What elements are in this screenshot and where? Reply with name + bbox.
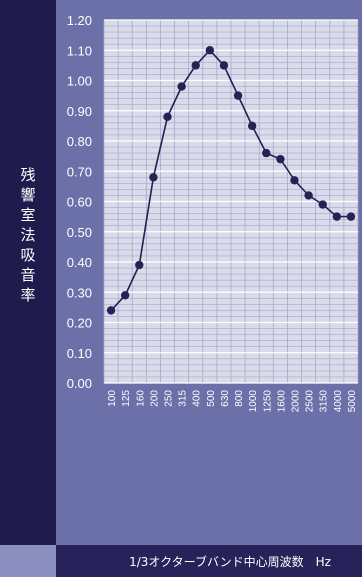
data-point	[149, 173, 158, 182]
y-tick-label: 1.10	[67, 43, 92, 58]
x-tick-label: 160	[135, 390, 146, 407]
data-point	[262, 148, 271, 158]
x-tick-label: 400	[192, 390, 203, 407]
x-tick-label: 2000	[291, 390, 302, 413]
data-point	[106, 306, 116, 315]
x-tick-label: 1600	[276, 390, 287, 413]
data-point	[346, 212, 356, 221]
y-tick-label: 0.70	[67, 164, 92, 179]
x-tick-label: 2500	[305, 390, 316, 413]
y-tick-label: 0.10	[67, 346, 92, 361]
x-tick-label: 800	[234, 390, 245, 407]
data-point	[304, 191, 313, 200]
x-tick-label: 5000	[347, 390, 358, 413]
y-tick-label: 1.00	[67, 74, 92, 89]
y-tick-label: 0.90	[67, 104, 92, 119]
x-tick-label: 100	[107, 390, 118, 407]
y-tick-label: 0.50	[67, 225, 92, 240]
data-point	[219, 61, 229, 70]
data-points	[106, 46, 356, 315]
x-tick-labels: 100 125 160 200 250 315 400 500 630 800 1000 1250 16…	[107, 390, 358, 413]
y-tick-label: 1.20	[67, 13, 92, 28]
x-tick-label: 315	[178, 390, 189, 407]
y-tick-label: 0.60	[67, 195, 92, 210]
y-tick-label: 0.40	[67, 255, 92, 270]
y-axis-label: 残響室法吸音率	[20, 166, 35, 304]
left-band	[0, 0, 56, 577]
y-tick-label: 0.00	[67, 376, 92, 391]
y-tick-label: 0.20	[67, 316, 92, 331]
data-point	[247, 121, 257, 131]
x-tick-label: 250	[164, 390, 175, 407]
x-tick-label: 3150	[319, 390, 330, 413]
x-axis-label: 1/3オクターブバンド中心周波数 Hz	[129, 554, 331, 569]
grid-major	[104, 19, 358, 384]
data-point	[233, 91, 243, 100]
x-tick-label: 630	[220, 390, 231, 407]
data-point	[135, 260, 144, 270]
data-point	[318, 200, 327, 209]
x-tick-label: 200	[149, 390, 160, 407]
data-point	[191, 61, 200, 70]
x-tick-label: 1250	[262, 390, 273, 413]
x-tick-label: 4000	[333, 390, 344, 413]
y-tick-label: 0.30	[67, 285, 92, 300]
data-point	[332, 212, 342, 221]
data-point	[120, 291, 130, 300]
data-point	[205, 46, 215, 55]
corner-block	[0, 545, 56, 577]
x-tick-label: 125	[121, 390, 132, 407]
data-point	[177, 82, 186, 91]
x-tick-label: 1000	[248, 390, 259, 413]
y-tick-labels: 0.00 0.10 0.20 0.30 0.40 0.50 0.60 0.70 0.80 0.90…	[67, 13, 92, 391]
y-tick-label: 0.80	[67, 134, 92, 149]
x-tick-label: 500	[206, 390, 217, 407]
data-point	[276, 154, 285, 164]
data-point	[290, 176, 299, 185]
data-point	[163, 112, 172, 122]
